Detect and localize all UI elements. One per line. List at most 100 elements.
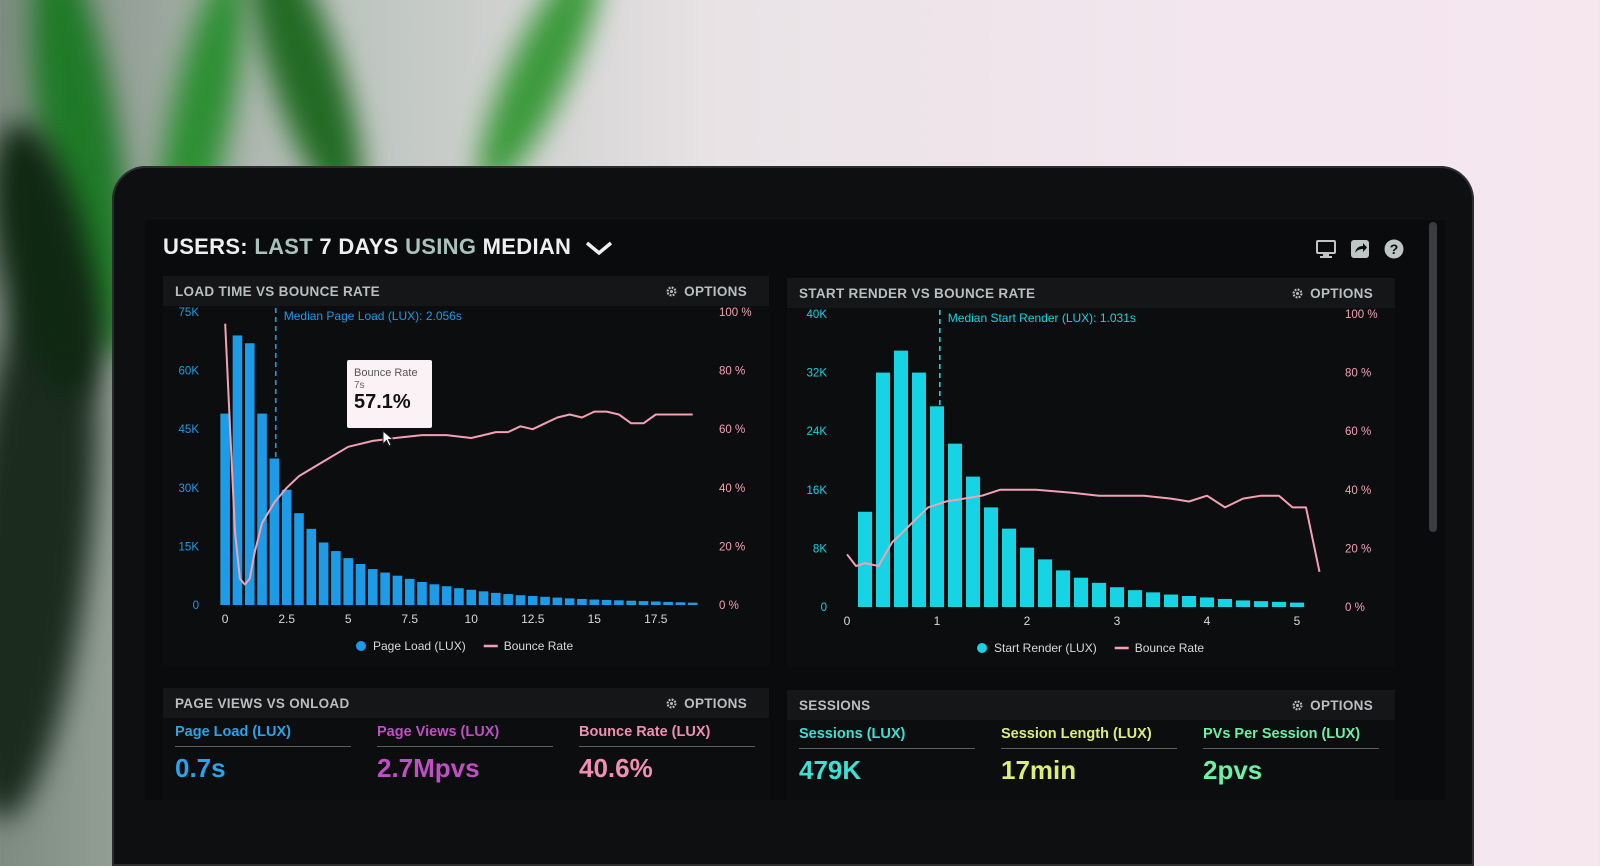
- options-label: OPTIONS: [684, 696, 747, 711]
- y-left-tick-label: 45K: [179, 424, 200, 436]
- histogram-bar[interactable]: [947, 443, 963, 607]
- x-tick-label: 0: [844, 614, 851, 628]
- histogram-bar[interactable]: [626, 600, 636, 605]
- histogram-bar[interactable]: [417, 581, 427, 605]
- histogram-bar[interactable]: [515, 595, 526, 605]
- histogram-bar[interactable]: [244, 343, 255, 605]
- histogram-bar[interactable]: [875, 372, 891, 607]
- histogram-bar[interactable]: [404, 578, 415, 605]
- histogram-bar[interactable]: [1001, 528, 1017, 607]
- histogram-bar[interactable]: [983, 507, 999, 607]
- histogram-bar[interactable]: [331, 551, 341, 605]
- x-tick-label: 12.5: [521, 612, 545, 626]
- share-icon[interactable]: [1349, 238, 1371, 260]
- tooltip-sub: 7s: [354, 380, 365, 391]
- histogram-bar[interactable]: [294, 513, 304, 605]
- svg-text:?: ?: [1390, 241, 1399, 257]
- histogram-bar[interactable]: [911, 372, 927, 607]
- histogram-bar[interactable]: [589, 599, 600, 605]
- metric-value: 40.6%: [579, 753, 653, 783]
- histogram-bar[interactable]: [269, 458, 280, 606]
- histogram-bar[interactable]: [503, 594, 513, 605]
- page-title[interactable]: USERS: LAST 7 DAYS USING MEDIAN: [163, 234, 614, 260]
- histogram-bar[interactable]: [1163, 594, 1179, 607]
- monitor-icon[interactable]: [1315, 238, 1337, 260]
- histogram-bar[interactable]: [675, 602, 686, 605]
- histogram-bar[interactable]: [466, 589, 477, 605]
- histogram-bar[interactable]: [1127, 590, 1143, 607]
- start-render-panel: START RENDER VS BOUNCE RATE OPTIONS 0 8K 1…: [787, 278, 1395, 668]
- y-right-tick-label: 80 %: [719, 366, 745, 378]
- title-last: LAST: [247, 234, 320, 259]
- help-icon[interactable]: ?: [1383, 238, 1405, 260]
- options-button[interactable]: OPTIONS: [665, 284, 747, 299]
- metric-card: Sessions (LUX) 479K: [799, 726, 975, 786]
- histogram-bar[interactable]: [614, 600, 624, 605]
- histogram-bar[interactable]: [429, 584, 440, 605]
- histogram-bar[interactable]: [564, 598, 575, 605]
- metric-label: Page Load (LUX): [175, 724, 292, 740]
- metric-value: 17min: [1001, 755, 1077, 785]
- options-button[interactable]: OPTIONS: [1291, 286, 1373, 301]
- histogram-bar[interactable]: [306, 528, 317, 605]
- histogram-bar[interactable]: [1217, 598, 1233, 607]
- histogram-bar[interactable]: [281, 489, 292, 605]
- histogram-bar[interactable]: [1019, 547, 1035, 607]
- histogram-bar[interactable]: [478, 591, 489, 605]
- panel-title: LOAD TIME VS BOUNCE RATE: [175, 284, 380, 299]
- x-tick-label: 0: [222, 612, 229, 626]
- options-label: OPTIONS: [684, 284, 747, 299]
- histogram-bar[interactable]: [1181, 596, 1197, 607]
- metric-divider: [377, 746, 553, 747]
- histogram-bar[interactable]: [601, 599, 612, 605]
- histogram-bar[interactable]: [232, 335, 243, 605]
- options-label: OPTIONS: [1310, 698, 1373, 713]
- histogram-bar[interactable]: [577, 598, 587, 605]
- histogram-bar[interactable]: [220, 413, 230, 605]
- y-right-tick-label: 60 %: [1345, 426, 1371, 438]
- histogram-bar[interactable]: [355, 563, 366, 605]
- histogram-bar[interactable]: [965, 476, 981, 607]
- histogram-bar[interactable]: [527, 596, 538, 605]
- load-time-chart[interactable]: 0 15K 30K 45K 60K 75K 0 % 20 % 40 % 60 % 80 % 100 %…: [163, 306, 769, 666]
- scrollbar[interactable]: [1429, 222, 1437, 532]
- histogram-bar[interactable]: [857, 511, 873, 607]
- options-button[interactable]: OPTIONS: [665, 696, 747, 711]
- y-left-tick-label: 60K: [179, 366, 200, 378]
- histogram-bar[interactable]: [441, 586, 452, 605]
- histogram-bar[interactable]: [454, 588, 464, 605]
- histogram-bar[interactable]: [1235, 600, 1251, 607]
- histogram-bar[interactable]: [367, 569, 378, 605]
- histogram-bar[interactable]: [1145, 592, 1161, 607]
- histogram-bar[interactable]: [638, 601, 649, 605]
- histogram-bar[interactable]: [491, 592, 501, 605]
- histogram-bar[interactable]: [1091, 582, 1107, 607]
- histogram-bar[interactable]: [552, 597, 563, 605]
- metric-label: Bounce Rate (LUX): [579, 724, 711, 740]
- histogram-bar[interactable]: [1109, 587, 1125, 607]
- bounce-rate-line[interactable]: [846, 488, 1321, 573]
- histogram-bar[interactable]: [343, 558, 353, 605]
- histogram-bar[interactable]: [1055, 570, 1071, 607]
- options-button[interactable]: OPTIONS: [1291, 698, 1373, 713]
- histogram-bar[interactable]: [1253, 601, 1269, 607]
- histogram-bar[interactable]: [893, 350, 909, 607]
- bounce-rate-line[interactable]: [224, 323, 693, 586]
- metric-card: Session Length (LUX) 17min: [1001, 726, 1177, 786]
- histogram-bar[interactable]: [687, 602, 698, 605]
- histogram-bar[interactable]: [1289, 602, 1305, 607]
- histogram-bar[interactable]: [318, 542, 329, 605]
- histogram-bar[interactable]: [1037, 559, 1053, 607]
- histogram-bar[interactable]: [380, 572, 390, 605]
- histogram-bar[interactable]: [1271, 601, 1287, 607]
- histogram-bar[interactable]: [1199, 597, 1215, 607]
- histogram-bar[interactable]: [663, 601, 673, 605]
- metric-label: Page Views (LUX): [377, 724, 500, 740]
- start-render-chart[interactable]: 0 8K 16K 24K 32K 40K 0 % 20 % 40 % 60 % 80 % 100 % 0…: [787, 308, 1395, 668]
- chevron-down-icon[interactable]: [584, 239, 614, 257]
- histogram-bar[interactable]: [540, 596, 550, 605]
- histogram-bar[interactable]: [650, 601, 661, 605]
- histogram-bar[interactable]: [1073, 577, 1089, 607]
- histogram-bar[interactable]: [257, 413, 267, 605]
- histogram-bar[interactable]: [392, 575, 403, 605]
